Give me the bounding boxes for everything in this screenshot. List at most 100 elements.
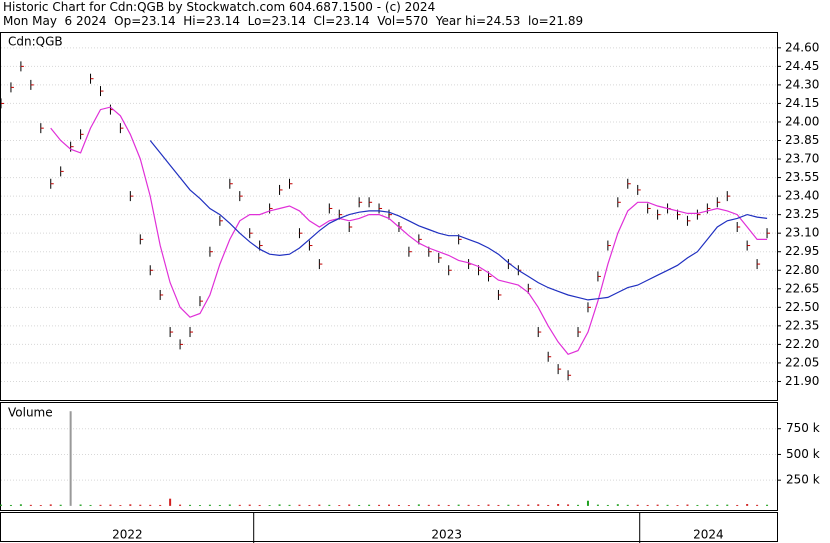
volume-bar (417, 504, 420, 506)
moving-average-line (50, 106, 768, 356)
volume-bar (447, 504, 450, 506)
y-tick-label: 22.35 (785, 318, 819, 332)
volume-bar (89, 504, 92, 506)
volume-bar (756, 504, 759, 506)
volume-bar (278, 504, 281, 506)
chart-subtitle: Mon May 6 2024 Op=23.14 Hi=23.14 Lo=23.1… (3, 14, 583, 28)
volume-bar (766, 504, 769, 506)
volume-bar (248, 504, 251, 506)
volume-bar (467, 504, 470, 506)
volume-bar (29, 504, 32, 506)
volume-bar (716, 504, 719, 506)
volume-bar (477, 505, 480, 506)
volume-bar (288, 504, 291, 506)
volume-bar (19, 504, 22, 506)
volume-bar (487, 504, 490, 506)
volume-bar (666, 504, 669, 506)
y-tick-label: 23.85 (785, 133, 819, 147)
volume-bar (646, 504, 649, 506)
volume-bar (49, 504, 52, 506)
volume-bar (726, 504, 729, 506)
volume-bar (198, 505, 201, 506)
volume-bar (358, 504, 361, 506)
volume-frame (0, 402, 778, 511)
volume-bar (427, 504, 430, 506)
chart-title: Historic Chart for Cdn:QGB by Stockwatch… (3, 0, 435, 14)
volume-bar (318, 504, 321, 506)
y-tick-label: 21.90 (785, 374, 819, 388)
date-frame (0, 512, 778, 542)
volume-bar (179, 504, 182, 506)
volume-bar (328, 504, 331, 506)
volume-bar (397, 504, 400, 506)
volume-bar (9, 504, 12, 506)
volume-bar (159, 504, 162, 506)
symbol-label: Cdn:QGB (8, 35, 63, 49)
x-period-label: 2022 (112, 528, 143, 542)
volume-bar (348, 504, 351, 506)
y-tick-label: 24.60 (785, 40, 819, 54)
volume-bar (706, 504, 709, 506)
volume-bar (109, 504, 112, 506)
y-tick-label: 24.30 (785, 77, 819, 91)
volume-bar (99, 504, 102, 506)
volume-bar (736, 504, 739, 506)
y-tick-label: 23.55 (785, 170, 819, 184)
volume-bar (0, 504, 2, 506)
volume-bar (308, 504, 311, 506)
volume-bar (497, 504, 500, 506)
y-tick-label: 22.20 (785, 337, 819, 351)
volume-bar (298, 504, 301, 506)
volume-bar (368, 504, 371, 506)
volume-bar (577, 504, 580, 506)
volume-bar (268, 505, 271, 506)
volume-bar (69, 411, 72, 506)
volume-bar (586, 500, 589, 506)
y-tick-label: 24.45 (785, 59, 819, 73)
volume-bar (189, 504, 192, 506)
y-tick-label: 24.00 (785, 114, 819, 128)
volume-bar (169, 498, 172, 506)
volume-bar (457, 504, 460, 506)
y-tick-label: 23.40 (785, 189, 819, 203)
moving-average-line (149, 140, 768, 301)
y-tick-label: 24.15 (785, 96, 819, 110)
volume-bar (656, 504, 659, 506)
volume-bar (59, 504, 62, 506)
volume-bar (139, 504, 142, 506)
y-tick-label: 250 k (786, 473, 820, 487)
volume-bar (676, 505, 679, 506)
volume-bar (39, 505, 42, 506)
volume-bar (79, 504, 82, 506)
volume-bar (746, 504, 749, 506)
price-frame (0, 32, 778, 401)
volume-bar (238, 504, 241, 506)
volume-bar (407, 505, 410, 506)
y-tick-label: 22.95 (785, 244, 819, 258)
volume-label: Volume (8, 406, 53, 420)
volume-bar (557, 504, 560, 506)
y-tick-label: 23.70 (785, 152, 819, 166)
y-tick-label: 23.10 (785, 226, 819, 240)
volume-bar (119, 505, 122, 506)
volume-bar (567, 504, 570, 506)
volume-bar (696, 504, 699, 506)
volume-bar (129, 504, 132, 506)
volume-bar (606, 504, 609, 506)
volume-bar (527, 504, 530, 506)
volume-bar (149, 504, 152, 506)
volume-bar (437, 504, 440, 506)
y-tick-label: 22.80 (785, 263, 819, 277)
volume-bar (507, 504, 510, 506)
volume-bar (258, 504, 261, 506)
y-tick-label: 22.05 (785, 355, 819, 369)
y-tick-label: 22.65 (785, 281, 819, 295)
x-period-label: 2024 (693, 528, 724, 542)
volume-bar (616, 504, 619, 506)
volume-bar (686, 504, 689, 506)
volume-bar (338, 505, 341, 506)
x-period-label: 2023 (431, 528, 462, 542)
y-tick-label: 23.25 (785, 207, 819, 221)
y-tick-label: 500 k (786, 447, 820, 461)
